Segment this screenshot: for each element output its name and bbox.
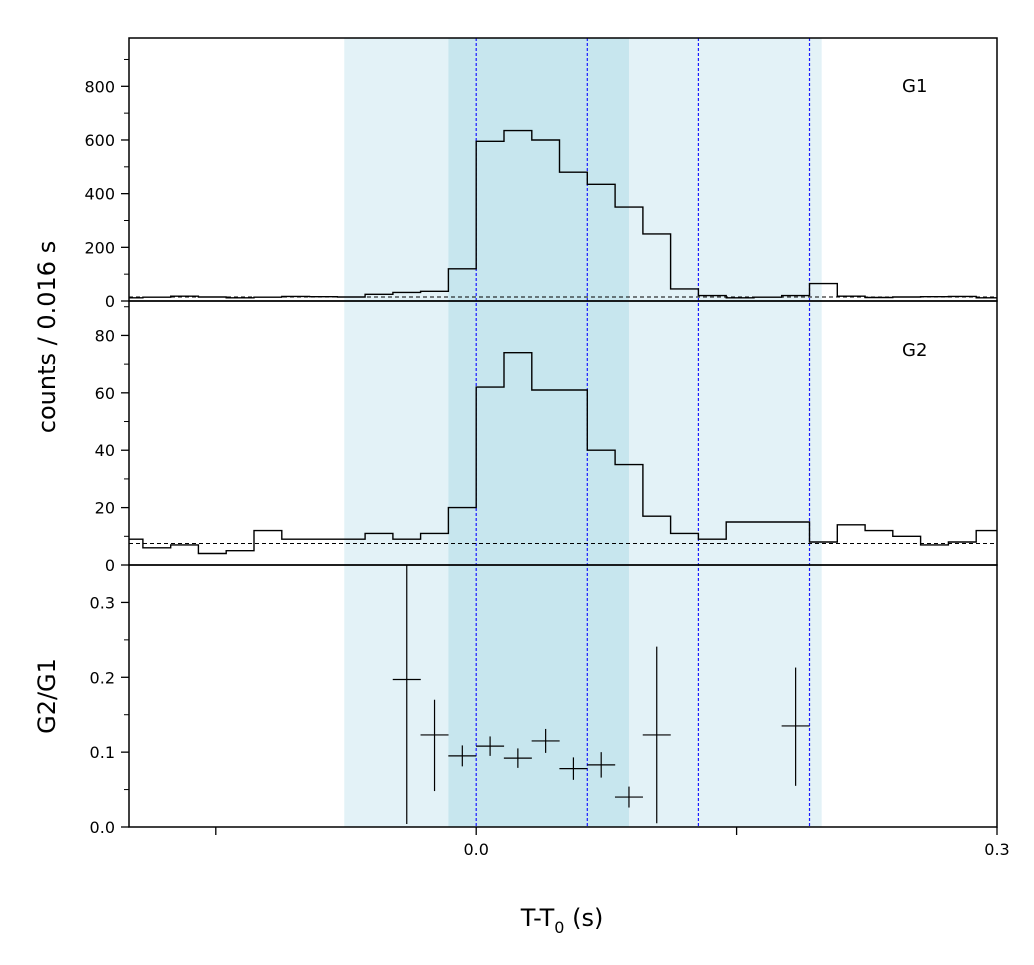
- data-layer: [129, 129, 997, 825]
- y-tick-label: 40: [95, 441, 115, 460]
- x-axis-title-main: T-T: [520, 904, 555, 932]
- ratio-point-8: [614, 786, 643, 808]
- y-axis-title-ratio: G2/G1: [33, 658, 61, 734]
- ratio-point-10: [781, 667, 810, 786]
- x-axis-title-unit: (s): [564, 904, 603, 932]
- panel-label-g2: G2: [902, 340, 927, 361]
- x-tick-label-1: 0.3: [984, 840, 1009, 859]
- y-tick-label: 80: [95, 326, 115, 345]
- panel-frame-2: [128, 564, 998, 828]
- histogram-g2: [129, 352, 997, 555]
- x-axis-title: T-T0 (s): [520, 904, 604, 937]
- y-axis-title-counts: counts / 0.016 s: [33, 241, 61, 433]
- y-tick-label: 600: [84, 131, 115, 150]
- y-tick-label: 0.1: [90, 743, 115, 762]
- x-tick-label-0: 0.0: [463, 840, 488, 859]
- y-tick-label: 800: [84, 77, 115, 96]
- ratio-point-6: [559, 757, 588, 780]
- y-tick-label: 200: [84, 238, 115, 257]
- x-axis-title-subscript: 0: [554, 918, 564, 937]
- y-tick-label: 0: [105, 556, 115, 575]
- highlight-regions: [344, 38, 822, 827]
- y-tick-label: 400: [84, 185, 115, 204]
- ratio-point-3: [476, 736, 505, 756]
- y-tick-label: 0: [105, 292, 115, 311]
- ratio-point-1: [420, 699, 449, 792]
- ratio-point-0: [392, 565, 421, 825]
- y-tick-label: 20: [95, 499, 115, 518]
- highlight-region-1: [448, 38, 629, 827]
- y-tick-label: 60: [95, 384, 115, 403]
- histogram-g1: [129, 129, 997, 299]
- panel-label-g1: G1: [902, 76, 927, 97]
- ratio-point-7: [587, 752, 616, 778]
- ratio-point-4: [503, 748, 532, 768]
- ratio-point-9: [642, 646, 671, 824]
- ratio-point-2: [448, 745, 477, 767]
- y-tick-label: 0.3: [90, 593, 115, 612]
- ratio-point-5: [531, 728, 560, 753]
- y-tick-label: 0.0: [90, 818, 115, 837]
- axes-layer: 0 200 400 600 800 0 20 40 60 80 0.0 0.1 0.2 0.3 0.0 0.3: [84, 37, 1010, 859]
- y-tick-label: 0.2: [90, 668, 115, 687]
